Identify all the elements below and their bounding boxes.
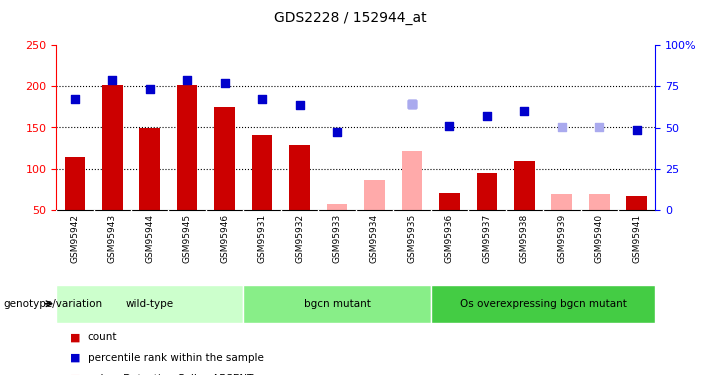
Point [482, 113, 493, 119]
Bar [243, 285, 430, 322]
Bar [215, 107, 235, 210]
Text: GSM95931: GSM95931 [257, 214, 266, 263]
Point [407, 101, 418, 107]
Text: ■: ■ [70, 333, 81, 342]
Point [294, 102, 305, 108]
Text: GSM95934: GSM95934 [370, 214, 379, 263]
Text: GSM95944: GSM95944 [145, 214, 154, 263]
Text: genotype/variation: genotype/variation [4, 299, 102, 309]
Bar [64, 157, 85, 210]
Text: wild-type: wild-type [125, 299, 174, 309]
Text: percentile rank within the sample: percentile rank within the sample [88, 353, 264, 363]
Bar [477, 173, 497, 210]
Bar [402, 152, 422, 210]
Text: GSM95946: GSM95946 [220, 214, 229, 263]
Bar [514, 160, 535, 210]
Point [257, 96, 268, 102]
Text: GSM95942: GSM95942 [70, 214, 79, 263]
Bar [327, 204, 347, 210]
Bar [627, 196, 647, 210]
Text: bgcn mutant: bgcn mutant [304, 299, 370, 309]
Point [144, 86, 156, 92]
Point [444, 123, 455, 129]
Text: value, Detection Call = ABSENT: value, Detection Call = ABSENT [88, 374, 253, 375]
Bar [56, 285, 243, 322]
Bar [430, 285, 655, 322]
Bar [589, 194, 610, 210]
Point [519, 108, 530, 114]
Text: GSM95945: GSM95945 [183, 214, 191, 263]
Bar [139, 128, 160, 210]
Point [594, 124, 605, 130]
Text: GSM95937: GSM95937 [482, 214, 491, 263]
Text: Os overexpressing bgcn mutant: Os overexpressing bgcn mutant [460, 299, 627, 309]
Bar [552, 194, 572, 210]
Point [556, 124, 567, 130]
Bar [177, 86, 198, 210]
Point [107, 76, 118, 82]
Text: GSM95943: GSM95943 [108, 214, 117, 263]
Point [332, 129, 343, 135]
Bar [290, 145, 310, 210]
Bar [252, 135, 273, 210]
Text: GSM95932: GSM95932 [295, 214, 304, 263]
Text: GSM95938: GSM95938 [520, 214, 529, 263]
Point [69, 96, 81, 102]
Text: GSM95933: GSM95933 [332, 214, 341, 263]
Text: GSM95939: GSM95939 [557, 214, 566, 263]
Text: GSM95940: GSM95940 [594, 214, 604, 263]
Point [631, 127, 642, 133]
Text: GSM95935: GSM95935 [407, 214, 416, 263]
Bar [365, 180, 385, 210]
Bar [102, 86, 123, 210]
Text: GSM95936: GSM95936 [445, 214, 454, 263]
Point [407, 101, 418, 107]
Text: GSM95941: GSM95941 [632, 214, 641, 263]
Text: count: count [88, 333, 117, 342]
Text: GDS2228 / 152944_at: GDS2228 / 152944_at [274, 11, 427, 25]
Point [219, 80, 230, 86]
Text: ■: ■ [70, 353, 81, 363]
Point [182, 76, 193, 82]
Text: ■: ■ [70, 374, 81, 375]
Bar [439, 193, 460, 210]
